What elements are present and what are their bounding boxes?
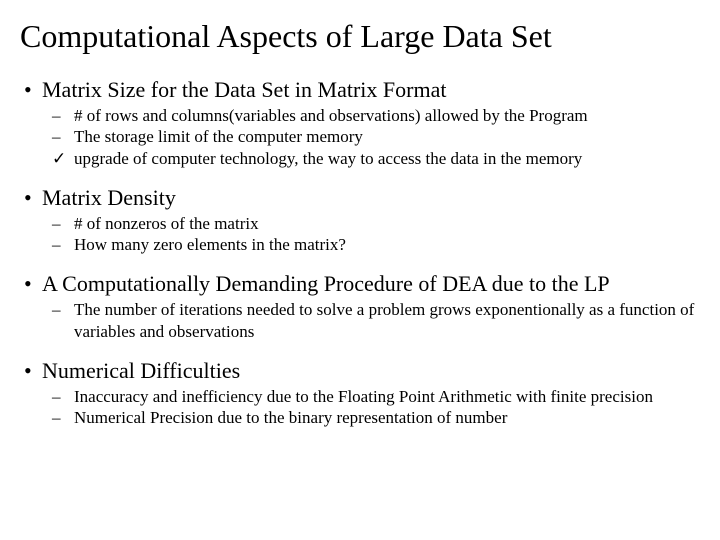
list-item: The number of iterations needed to solve… [74, 299, 706, 342]
slide-title: Computational Aspects of Large Data Set [20, 18, 706, 55]
list-item: The storage limit of the computer memory [74, 126, 706, 147]
list-item: upgrade of computer technology, the way … [74, 148, 706, 169]
section-heading: Matrix Size for the Data Set in Matrix F… [42, 77, 446, 102]
bullet-list-level2: # of rows and columns(variables and obse… [42, 105, 706, 169]
bullet-list-level2: Inaccuracy and inefficiency due to the F… [42, 386, 706, 429]
section-heading: Matrix Density [42, 185, 176, 210]
section-3: Numerical Difficulties Inaccuracy and in… [42, 358, 706, 429]
section-2: A Computationally Demanding Procedure of… [42, 271, 706, 342]
section-heading: A Computationally Demanding Procedure of… [42, 271, 610, 296]
list-item: Inaccuracy and inefficiency due to the F… [74, 386, 706, 407]
bullet-list-level2: # of nonzeros of the matrix How many zer… [42, 213, 706, 256]
section-0: Matrix Size for the Data Set in Matrix F… [42, 77, 706, 169]
list-item: How many zero elements in the matrix? [74, 234, 706, 255]
bullet-list-level2: The number of iterations needed to solve… [42, 299, 706, 342]
list-item: Numerical Precision due to the binary re… [74, 407, 706, 428]
list-item: # of rows and columns(variables and obse… [74, 105, 706, 126]
bullet-list-level1: Matrix Size for the Data Set in Matrix F… [14, 77, 706, 428]
section-1: Matrix Density # of nonzeros of the matr… [42, 185, 706, 256]
section-heading: Numerical Difficulties [42, 358, 240, 383]
list-item: # of nonzeros of the matrix [74, 213, 706, 234]
